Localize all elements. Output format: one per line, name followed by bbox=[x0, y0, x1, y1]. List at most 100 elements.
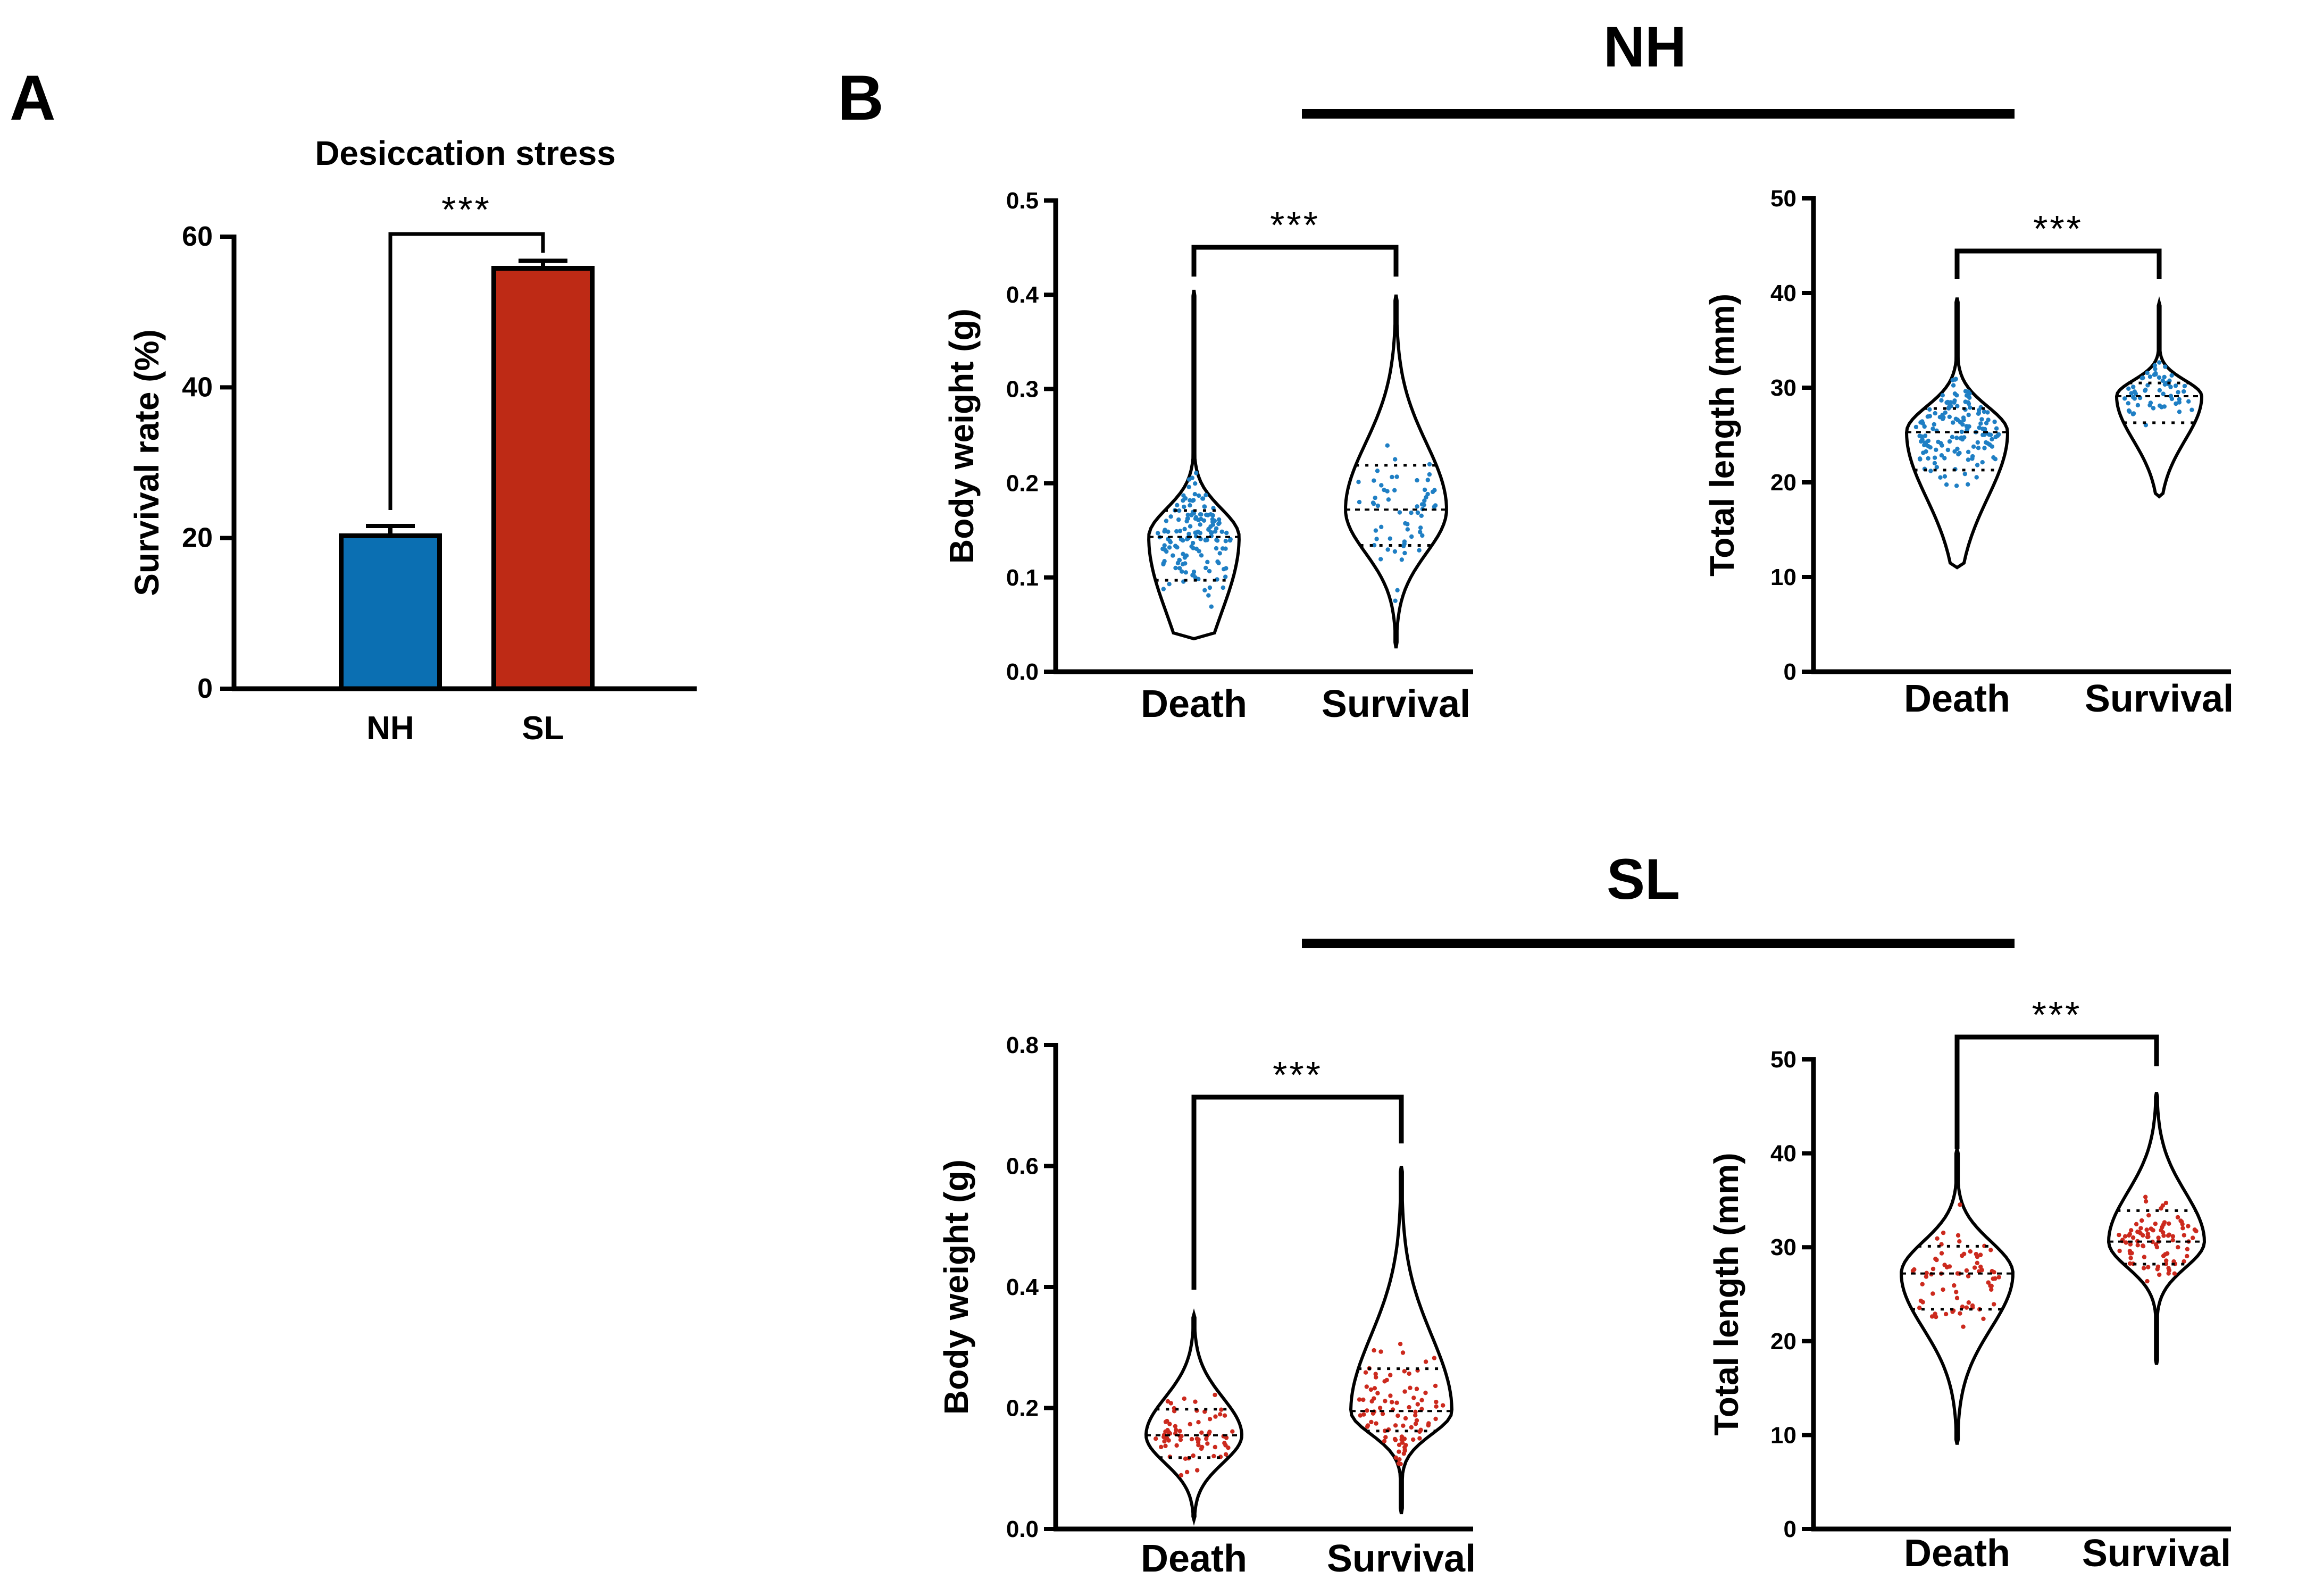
data-point bbox=[1370, 1411, 1376, 1416]
data-point bbox=[1215, 559, 1220, 564]
data-point bbox=[1159, 1444, 1164, 1449]
data-point bbox=[1388, 1393, 1393, 1398]
data-point bbox=[2191, 1235, 2195, 1240]
data-point bbox=[1208, 512, 1213, 517]
data-point bbox=[1950, 434, 1955, 439]
data-point bbox=[1188, 1422, 1192, 1427]
data-point bbox=[1954, 483, 1959, 488]
data-point bbox=[1432, 504, 1437, 509]
data-point bbox=[1163, 1419, 1168, 1424]
data-point bbox=[1944, 482, 1949, 487]
data-point bbox=[1976, 446, 1981, 450]
data-point bbox=[1217, 551, 1222, 556]
data-point bbox=[1434, 1399, 1439, 1405]
data-point bbox=[2153, 1221, 2158, 1226]
data-point bbox=[1168, 540, 1173, 545]
data-point bbox=[2176, 1245, 2180, 1250]
data-point bbox=[1956, 452, 1961, 457]
data-point bbox=[1934, 447, 1938, 452]
data-point bbox=[1386, 497, 1391, 502]
data-point bbox=[2168, 385, 2173, 389]
data-point bbox=[1204, 1436, 1209, 1441]
data-point bbox=[1375, 469, 1380, 473]
y-tick-label: 20 bbox=[1770, 1328, 1796, 1355]
data-point bbox=[1411, 1396, 1416, 1400]
data-point bbox=[1210, 522, 1216, 527]
data-point bbox=[1947, 414, 1952, 419]
data-point bbox=[2152, 372, 2157, 377]
data-point bbox=[2117, 1232, 2121, 1238]
data-point bbox=[2143, 1194, 2148, 1199]
data-point bbox=[1934, 465, 1939, 470]
data-point bbox=[1223, 1452, 1228, 1457]
data-point bbox=[1193, 481, 1198, 486]
sl-body-weight-violin-chart: 0.0 0.2 0.4 0.6 0.8 Body weight (g) Death Survi… bbox=[937, 1032, 1476, 1580]
data-point bbox=[1365, 1423, 1370, 1428]
group-title-nh: NH bbox=[1603, 14, 1686, 79]
data-point bbox=[1926, 444, 1930, 449]
data-point bbox=[1972, 1265, 1977, 1270]
data-point bbox=[2124, 1240, 2128, 1245]
data-point bbox=[1975, 440, 1980, 445]
data-point bbox=[1183, 1456, 1188, 1461]
data-point bbox=[1397, 510, 1402, 515]
data-point bbox=[1182, 1396, 1186, 1401]
data-point bbox=[1939, 1251, 1944, 1256]
data-point bbox=[1402, 1389, 1407, 1394]
data-point bbox=[1959, 429, 1964, 434]
data-point bbox=[1179, 1473, 1184, 1478]
data-point bbox=[1433, 1416, 1438, 1422]
data-point bbox=[1167, 545, 1172, 550]
data-point bbox=[1432, 1356, 1437, 1360]
data-point bbox=[2162, 382, 2167, 387]
group-title-sl: SL bbox=[1607, 847, 1680, 911]
data-point bbox=[1393, 1423, 1398, 1428]
y-tick-label: 0.0 bbox=[1006, 1516, 1039, 1542]
data-point bbox=[1175, 503, 1180, 507]
data-point bbox=[1196, 1437, 1201, 1442]
data-point bbox=[1357, 1397, 1362, 1402]
data-point bbox=[1990, 1269, 1994, 1274]
data-point bbox=[1227, 538, 1233, 543]
data-point bbox=[1940, 416, 1945, 421]
y-tick-label: 50 bbox=[1770, 1047, 1796, 1073]
data-point bbox=[2145, 370, 2150, 375]
data-point bbox=[1196, 1420, 1201, 1425]
data-point bbox=[2173, 383, 2178, 388]
data-point bbox=[1935, 1236, 1940, 1241]
data-point bbox=[2176, 390, 2180, 395]
data-point bbox=[1205, 559, 1210, 565]
data-point bbox=[1966, 449, 1971, 454]
bar-sl bbox=[491, 266, 595, 691]
data-point bbox=[1181, 552, 1185, 556]
significance-bracket bbox=[1954, 248, 2162, 279]
data-point bbox=[1924, 1271, 1929, 1275]
data-point bbox=[2143, 387, 2148, 392]
data-point bbox=[1952, 398, 1957, 403]
data-point bbox=[1176, 517, 1181, 522]
data-point bbox=[1399, 557, 1404, 562]
data-point bbox=[2126, 408, 2132, 413]
data-point bbox=[1966, 401, 1971, 406]
data-point bbox=[1173, 565, 1178, 571]
data-point bbox=[1189, 544, 1194, 549]
data-point bbox=[1423, 1390, 1428, 1396]
data-point bbox=[1981, 1316, 1986, 1321]
data-point bbox=[2161, 1222, 2166, 1227]
data-point bbox=[1405, 527, 1410, 532]
significance-bracket bbox=[1191, 1094, 1404, 1290]
data-point bbox=[1934, 1315, 1938, 1319]
y-tick-label: 30 bbox=[1770, 375, 1796, 401]
data-point bbox=[1162, 543, 1167, 548]
data-point bbox=[1977, 425, 1982, 430]
data-point bbox=[2122, 1234, 2128, 1239]
data-point bbox=[1940, 443, 1944, 448]
data-point bbox=[2154, 1244, 2160, 1250]
data-point bbox=[1397, 1449, 1401, 1454]
data-point bbox=[1954, 393, 1959, 398]
data-point bbox=[1205, 1441, 1210, 1446]
data-point bbox=[1964, 1268, 1969, 1273]
data-point bbox=[2185, 1247, 2190, 1251]
data-point bbox=[1174, 1427, 1179, 1433]
data-point bbox=[1186, 477, 1192, 482]
